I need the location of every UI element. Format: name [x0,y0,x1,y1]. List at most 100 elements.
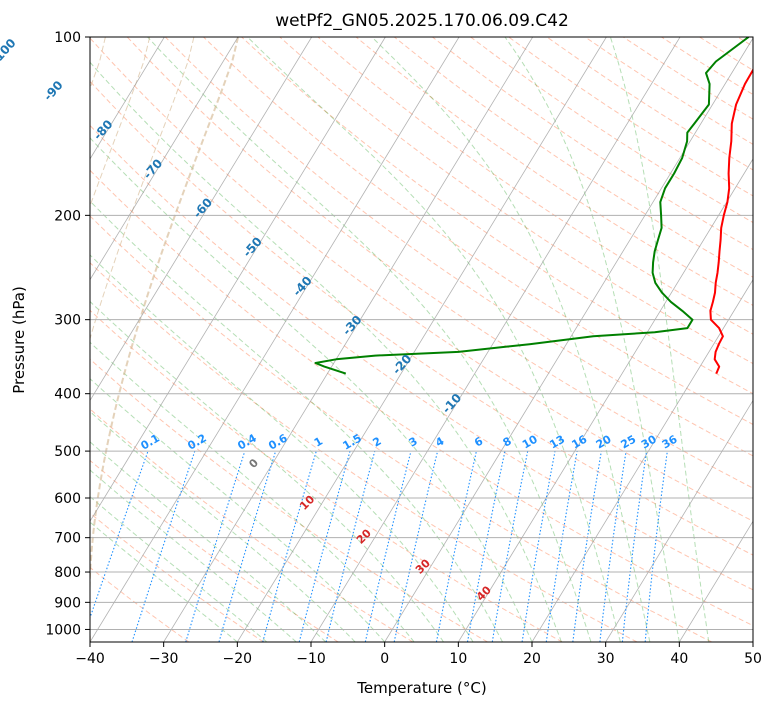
moist-adiabat [90,521,238,642]
y-tick-label: 800 [54,565,81,581]
mixing-ratio-label: 0.1 [139,432,162,453]
dry-adiabat [126,37,753,489]
mixing-ratio-label: 0.6 [266,431,290,452]
dry-adiabat [432,37,753,251]
mixing-ratio-label: 2 [370,435,383,450]
mixing-ratio-label: 3 [407,435,420,450]
isotherm [236,37,607,642]
mixing-ratio-line [218,450,277,642]
moist-adiabat [609,37,710,642]
moist-adiabat [90,378,386,642]
isotherm [163,37,534,642]
plot-frame [89,36,754,643]
mixing-ratio-line [545,450,578,642]
x-tick-label: 40 [670,651,688,667]
mixing-ratio-line [131,450,196,642]
dry-adiabat [90,309,563,642]
isotherm [90,37,165,160]
mixing-ratio-label: 6 [472,434,485,449]
dry-adiabat [393,37,753,278]
isotherm [90,37,239,281]
isotherm-label: -60 [190,195,215,220]
y-tick-label: 900 [54,595,81,611]
moist-adiabat [90,254,474,642]
mixing-ratio-line [298,450,351,642]
theta-e-label: 30 [413,556,433,576]
y-tick-label: 300 [54,313,81,329]
x-tick-label: 30 [597,651,615,667]
dry-adiabat [317,37,753,335]
dry-adiabat [355,37,753,306]
isotherm-label: -30 [340,313,365,338]
moist-adiabat [504,37,680,642]
mixing-ratio-line [621,451,648,642]
isotherm [457,158,753,642]
mixing-ratio-line [491,450,529,642]
isotherm-label: -40 [290,274,315,299]
x-axis-label: Temperature (°C) [356,679,486,697]
isotherm [310,37,681,642]
isotherm [90,37,313,402]
mixing-ratio-label: 0.2 [185,432,208,453]
x-tick-label: −30 [149,651,179,667]
isotherm [90,37,460,642]
dry-adiabat [90,37,753,522]
dry-adiabat [279,37,753,365]
x-tick-label: 20 [523,651,541,667]
mixing-ratio-label: 25 [618,433,638,452]
chart-title: wetPf2_GN05.2025.170.06.09.C42 [275,11,569,31]
isotherm-label: -90 [41,78,66,103]
dry-adiabat [241,37,753,395]
mixing-ratio-label: 13 [547,433,567,452]
mixing-ratio-line [185,450,246,642]
mixing-ratio-line [572,451,602,642]
x-tick-label: 0 [380,651,389,667]
mixing-ratio-label: 20 [594,432,614,451]
dry-adiabat [90,512,264,642]
mixing-ratio-line [435,450,477,642]
isotherm-label: -10 [439,391,464,416]
moist-adiabat [90,410,356,642]
y-axis-label: Pressure (hPa) [10,286,28,394]
theta-e-curve [90,37,240,642]
mixing-ratio-label: 16 [570,432,590,451]
moist-adiabat [90,469,297,642]
moist-adiabat [90,441,327,642]
dry-adiabat [737,37,753,47]
dry-adiabat [90,262,638,642]
mixing-ratio-line [262,450,317,642]
dry-adiabat [90,459,339,642]
isotherm [752,641,753,642]
x-tick-label: 10 [449,651,467,667]
x-tick-label: −10 [296,651,326,667]
mixing-ratio-label: 1.5 [341,432,364,453]
y-tick-label: 1000 [45,622,81,638]
theta-e-label: 10 [297,492,317,512]
theta-e-label: 40 [474,583,494,603]
dry-adiabat [203,37,753,425]
y-tick-label: 500 [54,444,81,460]
mixing-ratio-label: 1 [312,435,325,450]
moist-adiabat [90,200,503,642]
moist-adiabat [90,137,533,642]
isotherm [678,520,753,642]
dewpoint-profile [314,37,750,375]
moist-adiabat [247,37,621,642]
x-tick-label: −40 [75,651,105,667]
isotherm [531,278,753,642]
moist-adiabat [371,37,651,642]
dry-adiabat [699,37,753,71]
mixing-ratio-line [466,450,506,642]
y-tick-label: 400 [54,387,81,403]
isotherm-label: -50 [240,234,265,259]
mixing-ratio-label: 36 [660,432,680,451]
x-tick-label: −20 [223,651,253,667]
x-tick-label: 50 [744,651,762,667]
isotherm-label: -100 [0,36,19,68]
isotherm [605,399,753,642]
dry-adiabat [90,358,488,642]
moist-adiabat [90,61,562,642]
dry-adiabat [90,169,753,627]
dry-adiabat [90,124,753,591]
dry-adiabat [622,37,753,120]
